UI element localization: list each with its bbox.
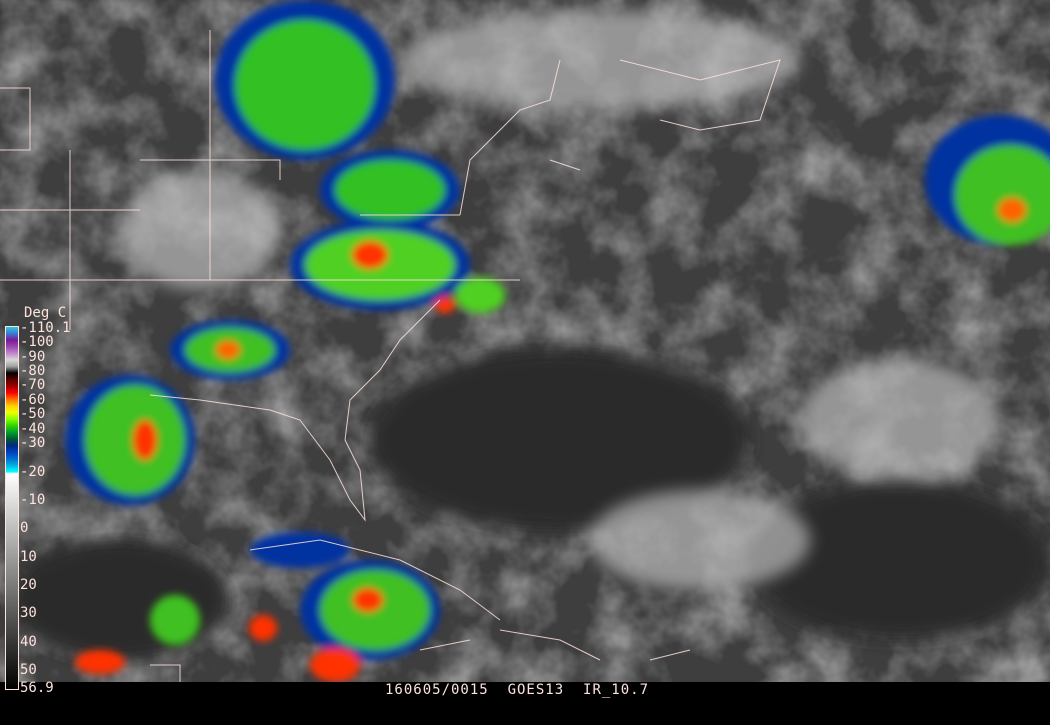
storm-gulf-coast <box>65 320 290 505</box>
storm-mid-atlantic <box>290 220 505 313</box>
legend-tick-label: 0 <box>20 520 29 536</box>
legend-tick-label: -70 <box>20 377 46 393</box>
bright-clouds <box>120 10 1000 590</box>
legend-tick-label: 50 <box>20 662 37 678</box>
image-caption: 160605/0015 GOES13 IR_10.7 <box>385 682 649 698</box>
infrared-satellite-map <box>0 0 1050 682</box>
caption-channel: IR_10.7 <box>583 682 650 698</box>
legend-tick-label: -90 <box>20 349 46 365</box>
legend-unit: Deg C <box>24 305 67 321</box>
political-boundaries <box>0 30 781 682</box>
caption-bar <box>0 682 1050 725</box>
legend-tick-label: -80 <box>20 363 46 379</box>
storm-cells <box>65 0 1050 682</box>
legend-max-label: -110.1 <box>20 320 71 336</box>
caption-datetime: 160605/0015 <box>385 682 489 698</box>
legend-tick-label: -40 <box>20 421 46 437</box>
legend-tick-label: 30 <box>20 605 37 621</box>
legend-tick-label: -60 <box>20 392 46 408</box>
caption-satellite: GOES13 <box>507 682 565 698</box>
legend-tick-label: -20 <box>20 464 46 480</box>
legend-tick-label: 40 <box>20 634 37 650</box>
legend-tick-label: -30 <box>20 435 46 451</box>
temperature-colorbar <box>5 326 19 690</box>
legend-tick-label: -50 <box>20 406 46 422</box>
legend-min-label: 56.9 <box>20 680 54 696</box>
legend-tick-label: 10 <box>20 549 37 565</box>
storm-great-lakes <box>215 0 460 230</box>
storm-caribbean <box>75 532 440 682</box>
storm-atlantic-east <box>925 115 1050 245</box>
legend-tick-label: 20 <box>20 577 37 593</box>
legend-tick-label: -10 <box>20 492 46 508</box>
clear-sky-regions <box>10 350 1050 660</box>
legend-tick-label: -100 <box>20 334 54 350</box>
